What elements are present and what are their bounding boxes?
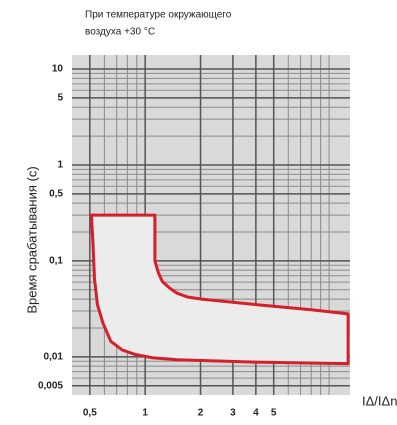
y-tick-label: 0,01 [44,351,64,362]
y-tick-label: 0,1 [49,256,63,267]
y-tick-label: 0,005 [38,380,63,391]
x-tick-label: 3 [230,408,236,419]
chart-title: При температуре окружающего [85,10,232,21]
trip-zone [89,213,350,366]
y-axis-label: Время срабатывания (с) [24,166,39,313]
y-tick-label: 1 [57,160,63,171]
x-tick-label: 4 [253,408,259,419]
x-tick-label: 2 [198,408,204,419]
x-tick-label: 1 [142,408,148,419]
x-tick-label: 0,5 [83,408,97,419]
x-tick-label: 5 [271,408,277,419]
chart-title: воздуха +30 °C [85,27,155,38]
x-axis-label: IΔ/IΔn [362,393,397,408]
y-tick-label: 5 [57,93,63,104]
y-tick-label: 10 [52,64,64,75]
y-tick-label: 0,5 [49,188,63,199]
